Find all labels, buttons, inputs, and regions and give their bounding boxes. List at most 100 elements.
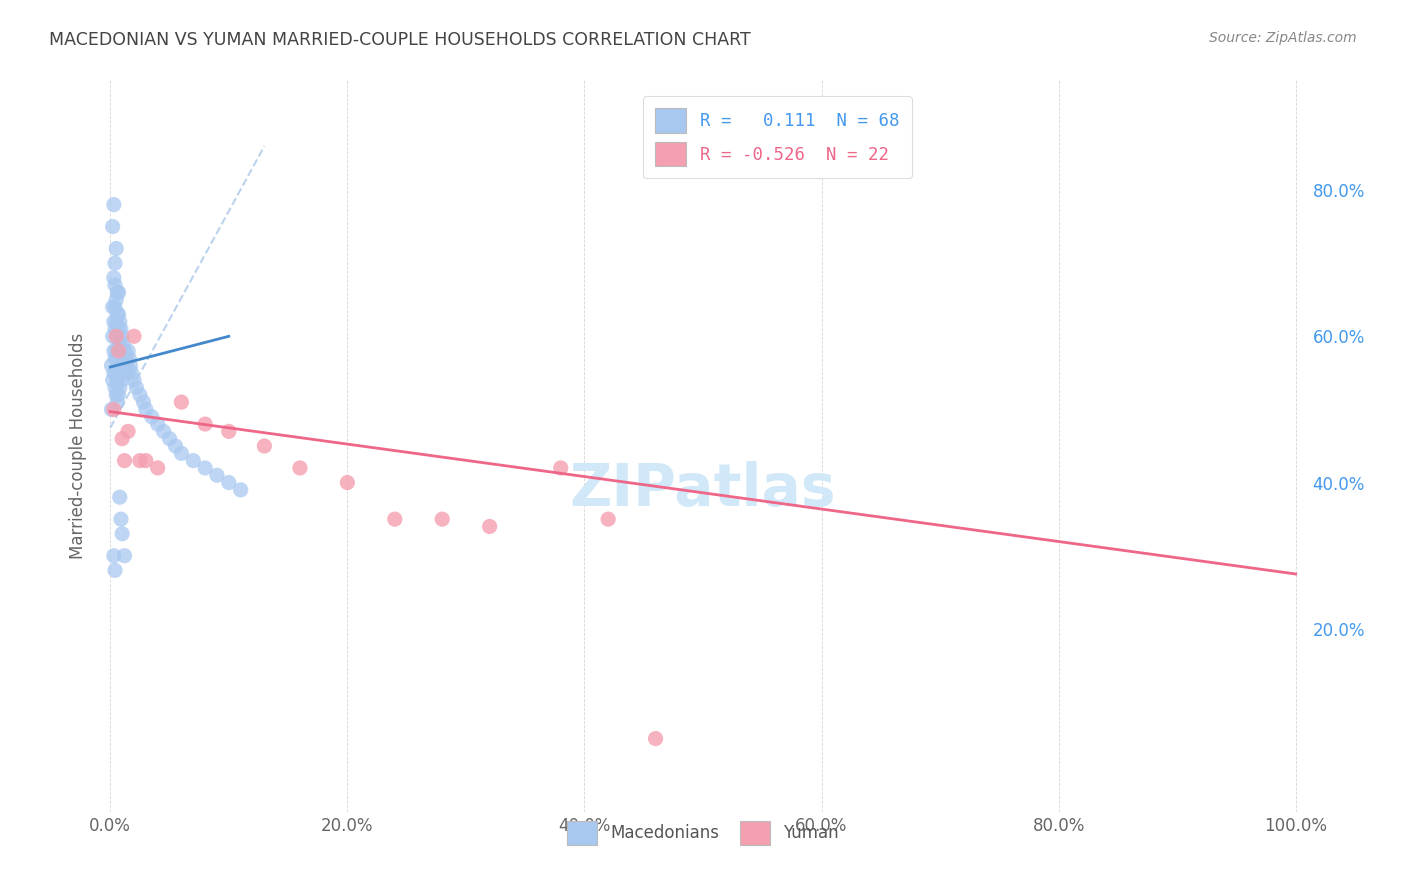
Point bbox=[107, 322, 129, 336]
Point bbox=[152, 425, 174, 439]
Point bbox=[101, 329, 124, 343]
Point bbox=[110, 512, 132, 526]
Point bbox=[114, 351, 136, 366]
Point bbox=[146, 417, 169, 431]
Point bbox=[108, 380, 131, 394]
Point bbox=[108, 359, 131, 373]
Point bbox=[112, 336, 135, 351]
Y-axis label: Married-couple Households: Married-couple Households bbox=[69, 333, 87, 559]
Point bbox=[112, 359, 135, 373]
Point bbox=[478, 519, 501, 533]
Point bbox=[110, 343, 132, 358]
Point bbox=[105, 242, 128, 256]
Point bbox=[170, 395, 193, 409]
Point bbox=[103, 315, 125, 329]
Point bbox=[111, 432, 134, 446]
Point bbox=[111, 526, 134, 541]
Point bbox=[218, 475, 240, 490]
Point bbox=[107, 343, 129, 358]
Point bbox=[159, 432, 181, 446]
Point bbox=[107, 343, 129, 358]
Text: Source: ZipAtlas.com: Source: ZipAtlas.com bbox=[1209, 31, 1357, 45]
Point bbox=[170, 446, 193, 460]
Point bbox=[103, 549, 125, 563]
Point bbox=[104, 351, 127, 366]
Point bbox=[104, 278, 127, 293]
Point bbox=[107, 388, 129, 402]
Point bbox=[111, 373, 134, 387]
Point bbox=[117, 343, 139, 358]
Point bbox=[107, 366, 129, 380]
Point bbox=[550, 461, 572, 475]
Point bbox=[114, 343, 136, 358]
Point bbox=[125, 380, 148, 394]
Point bbox=[118, 351, 141, 366]
Point bbox=[129, 388, 152, 402]
Point bbox=[105, 329, 128, 343]
Point bbox=[181, 453, 204, 467]
Point bbox=[105, 351, 128, 366]
Point bbox=[103, 366, 125, 380]
Point bbox=[114, 366, 136, 380]
Point bbox=[107, 307, 129, 321]
Point bbox=[105, 329, 128, 343]
Point bbox=[253, 439, 276, 453]
Point bbox=[103, 343, 125, 358]
Point bbox=[104, 256, 127, 270]
Point bbox=[111, 329, 134, 343]
Point bbox=[105, 366, 128, 380]
Point bbox=[107, 285, 129, 300]
Point bbox=[218, 425, 240, 439]
Point bbox=[108, 490, 131, 504]
Point bbox=[108, 315, 131, 329]
Point bbox=[111, 351, 134, 366]
Text: MACEDONIAN VS YUMAN MARRIED-COUPLE HOUSEHOLDS CORRELATION CHART: MACEDONIAN VS YUMAN MARRIED-COUPLE HOUSE… bbox=[49, 31, 751, 49]
Point bbox=[114, 453, 136, 467]
Point bbox=[114, 549, 136, 563]
Point bbox=[105, 307, 128, 321]
Point bbox=[110, 322, 132, 336]
Point bbox=[104, 322, 127, 336]
Point bbox=[100, 359, 122, 373]
Point bbox=[105, 293, 128, 307]
Point bbox=[141, 409, 163, 424]
Point bbox=[105, 373, 128, 387]
Point bbox=[117, 425, 139, 439]
Point bbox=[110, 366, 132, 380]
Point bbox=[146, 461, 169, 475]
Point bbox=[117, 366, 139, 380]
Point bbox=[194, 417, 217, 431]
Point bbox=[101, 219, 124, 234]
Point bbox=[121, 366, 143, 380]
Point bbox=[103, 402, 125, 417]
Legend: Macedonians, Yuman: Macedonians, Yuman bbox=[557, 811, 849, 855]
Point bbox=[105, 388, 128, 402]
Point bbox=[105, 343, 128, 358]
Point bbox=[205, 468, 228, 483]
Point bbox=[598, 512, 620, 526]
Point bbox=[105, 315, 128, 329]
Point bbox=[105, 285, 128, 300]
Point bbox=[336, 475, 359, 490]
Point bbox=[288, 461, 311, 475]
Point bbox=[132, 395, 155, 409]
Point bbox=[100, 402, 122, 417]
Point bbox=[101, 373, 124, 387]
Point bbox=[129, 453, 152, 467]
Point bbox=[135, 402, 157, 417]
Point bbox=[103, 270, 125, 285]
Point bbox=[104, 300, 127, 314]
Point bbox=[104, 380, 127, 394]
Point bbox=[229, 483, 252, 497]
Point bbox=[103, 197, 125, 211]
Point bbox=[115, 359, 138, 373]
Point bbox=[384, 512, 406, 526]
Point bbox=[644, 731, 666, 746]
Point bbox=[122, 329, 145, 343]
Point bbox=[101, 300, 124, 314]
Point bbox=[104, 563, 127, 577]
Point bbox=[432, 512, 454, 526]
Point bbox=[120, 359, 142, 373]
Point bbox=[105, 395, 128, 409]
Point bbox=[194, 461, 217, 475]
